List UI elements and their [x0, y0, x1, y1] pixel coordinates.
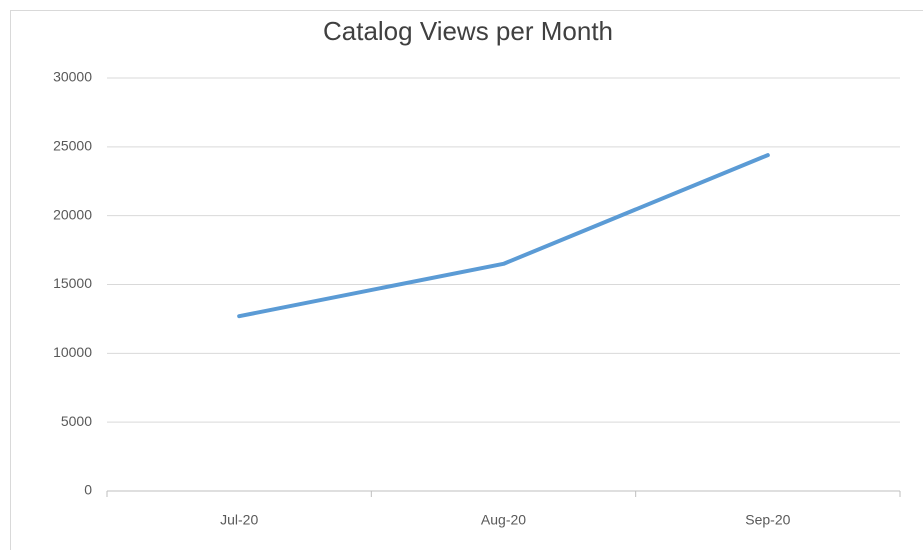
x-tick-label: Sep-20	[745, 512, 790, 528]
y-tick-label: 15000	[53, 275, 92, 291]
y-tick-label: 25000	[53, 138, 92, 154]
chart-border	[10, 10, 923, 550]
x-tick-label: Jul-20	[220, 512, 258, 528]
x-tick-label: Aug-20	[481, 512, 526, 528]
y-tick-label: 0	[84, 482, 92, 498]
y-tick-label: 20000	[53, 206, 92, 222]
chart-title: Catalog Views per Month	[323, 16, 613, 46]
y-tick-label: 5000	[61, 413, 92, 429]
y-tick-label: 10000	[53, 344, 92, 360]
y-tick-label: 30000	[53, 69, 92, 85]
line-series	[237, 153, 770, 319]
